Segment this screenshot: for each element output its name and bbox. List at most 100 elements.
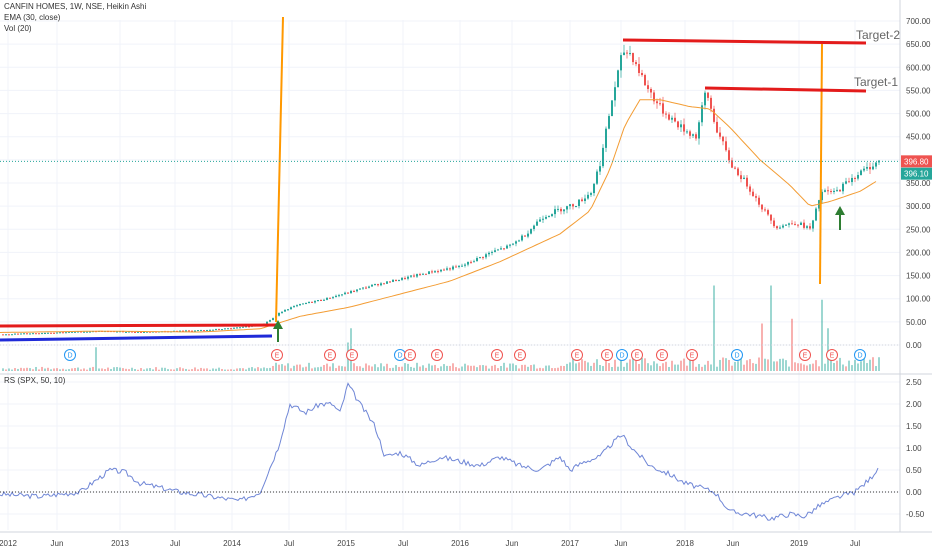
volume-bar <box>380 363 382 371</box>
support-line <box>0 334 273 342</box>
volume-bar <box>329 366 331 371</box>
candle <box>140 331 142 333</box>
price-tick-label: 0.00 <box>906 341 922 350</box>
event-marker-letter: E <box>830 353 835 360</box>
candle-body <box>425 273 427 275</box>
candle-body <box>764 209 766 211</box>
volume-bar <box>458 368 460 371</box>
volume-bar <box>875 366 877 371</box>
volume-bar <box>323 365 325 371</box>
volume-bar <box>737 361 739 371</box>
volume-bar <box>503 362 505 371</box>
volume-bar <box>578 362 580 371</box>
volume-bar <box>44 368 46 371</box>
candle-body <box>371 284 373 287</box>
candle-body <box>545 216 547 219</box>
candle-body <box>746 177 748 187</box>
candle-body <box>17 333 19 335</box>
volume-bar <box>530 365 532 371</box>
candle <box>578 199 580 209</box>
time-tick-label: 2015 <box>337 539 355 548</box>
volume-bar <box>299 364 301 371</box>
candle-body <box>731 160 733 168</box>
candle <box>185 329 187 332</box>
time-tick-label: 2016 <box>451 539 469 548</box>
event-marker-letter: E <box>275 353 280 360</box>
candle-body <box>629 53 631 55</box>
candle-body <box>197 330 199 332</box>
candle-body <box>863 168 865 171</box>
earnings-marker-icon <box>404 349 416 361</box>
candle-body <box>662 103 664 114</box>
candle <box>500 246 502 250</box>
candle-body <box>422 273 424 275</box>
volume-bar <box>647 363 649 371</box>
volume-bar <box>548 365 550 371</box>
candle-body <box>461 265 463 267</box>
volume-bar <box>671 360 673 371</box>
volume-bar <box>665 361 667 371</box>
volume-bar <box>32 369 34 371</box>
volume-bar <box>767 359 769 371</box>
volume-bar <box>818 366 820 371</box>
volume-bar <box>539 367 541 371</box>
candle <box>41 332 43 335</box>
grid <box>0 20 900 530</box>
candle <box>683 118 685 136</box>
candle-body <box>467 261 469 265</box>
candle <box>347 291 349 294</box>
volume-bar <box>194 367 196 371</box>
volume-bar <box>443 364 445 371</box>
earnings-marker-icon <box>656 349 668 361</box>
candle <box>827 186 829 195</box>
price-tick-label: 600.00 <box>906 63 931 72</box>
volume-bar <box>179 367 181 371</box>
candle-body <box>374 284 376 286</box>
candle <box>329 297 331 299</box>
candle <box>2 334 4 336</box>
candle <box>671 115 673 123</box>
candle-body <box>464 264 466 266</box>
candle <box>536 219 538 227</box>
volume-bar <box>107 367 109 371</box>
candle-body <box>749 186 751 192</box>
volume-bar <box>218 367 220 371</box>
candle <box>479 256 481 259</box>
candle-body <box>785 224 787 226</box>
candle-body <box>2 334 4 336</box>
candle <box>281 311 283 314</box>
volume-bar <box>848 360 850 371</box>
candle <box>617 69 619 88</box>
candle <box>377 283 379 287</box>
candle <box>17 333 19 335</box>
candle <box>509 243 511 248</box>
candle-body <box>296 305 298 307</box>
candle <box>791 220 793 225</box>
candle-body <box>563 209 565 212</box>
volume-bar <box>701 366 703 371</box>
candle-body <box>302 303 304 305</box>
candle <box>875 162 877 170</box>
candle-body <box>836 189 838 191</box>
candle-body <box>491 251 493 253</box>
up-arrow-head-icon <box>835 206 845 215</box>
candle <box>560 207 562 215</box>
volume-bar <box>128 369 130 371</box>
candle-body <box>5 334 7 336</box>
candle <box>182 330 184 332</box>
volume-bar <box>803 364 805 371</box>
candle-body <box>23 333 25 335</box>
volume-bar <box>485 365 487 371</box>
candle-body <box>239 327 241 329</box>
candle <box>614 81 616 107</box>
volume-bar <box>869 359 871 371</box>
candle-body <box>704 92 706 106</box>
volume-bar <box>146 368 148 371</box>
candle-body <box>452 266 454 270</box>
volume-bar <box>197 369 199 371</box>
volume-bar <box>41 366 43 371</box>
candle <box>47 332 49 334</box>
